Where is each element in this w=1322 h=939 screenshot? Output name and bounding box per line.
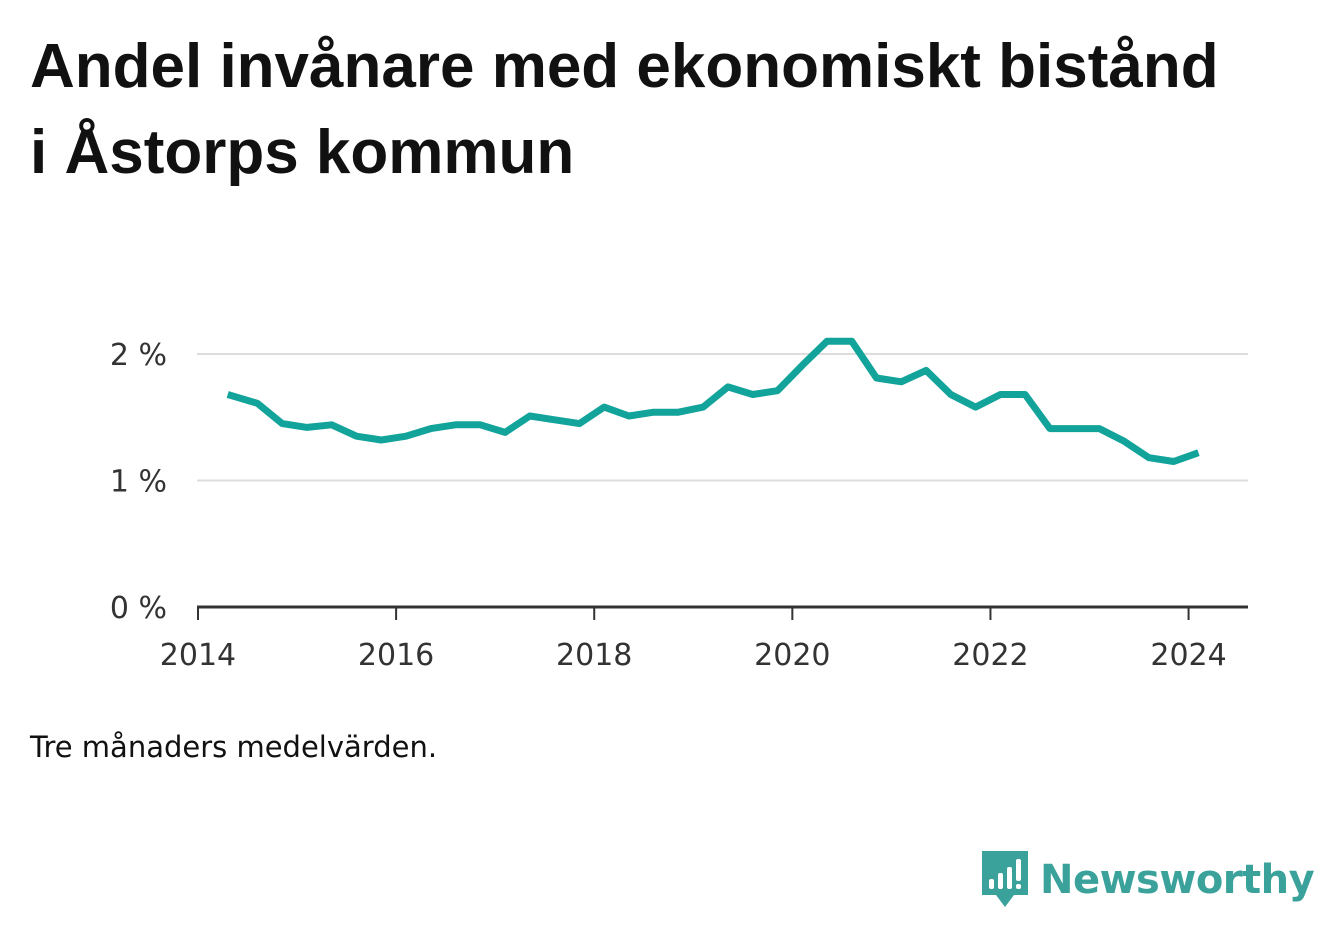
brand-name: Newsworthy (1040, 857, 1315, 903)
y-tick-label: 0 % (110, 591, 167, 626)
bar-chart-speech-bubble-icon (982, 851, 1028, 907)
x-tick-label: 2022 (952, 638, 1028, 673)
y-tick-label: 2 % (110, 338, 167, 373)
x-tick-label: 2024 (1150, 638, 1226, 673)
series-line (226, 337, 1200, 465)
gridlines (197, 353, 1248, 482)
series-lines (226, 337, 1200, 465)
footnote: Tre månaders medelvärden. (30, 730, 438, 764)
x-tick-label: 2016 (358, 638, 434, 673)
x-tick-label: 2018 (556, 638, 632, 673)
x-axis: 2014 2016 2018 2020 2022 2024 (160, 605, 1248, 673)
chart-title: Andel invånare med ekonomiskt bistånd i … (30, 32, 1219, 187)
x-tick-label: 2020 (754, 638, 830, 673)
brand-logo: Newsworthy (980, 848, 1315, 912)
x-tick-label: 2014 (160, 638, 236, 673)
y-tick-label: 1 % (110, 465, 167, 500)
y-axis-ticks: 0 % 1 % 2 % (110, 338, 167, 626)
